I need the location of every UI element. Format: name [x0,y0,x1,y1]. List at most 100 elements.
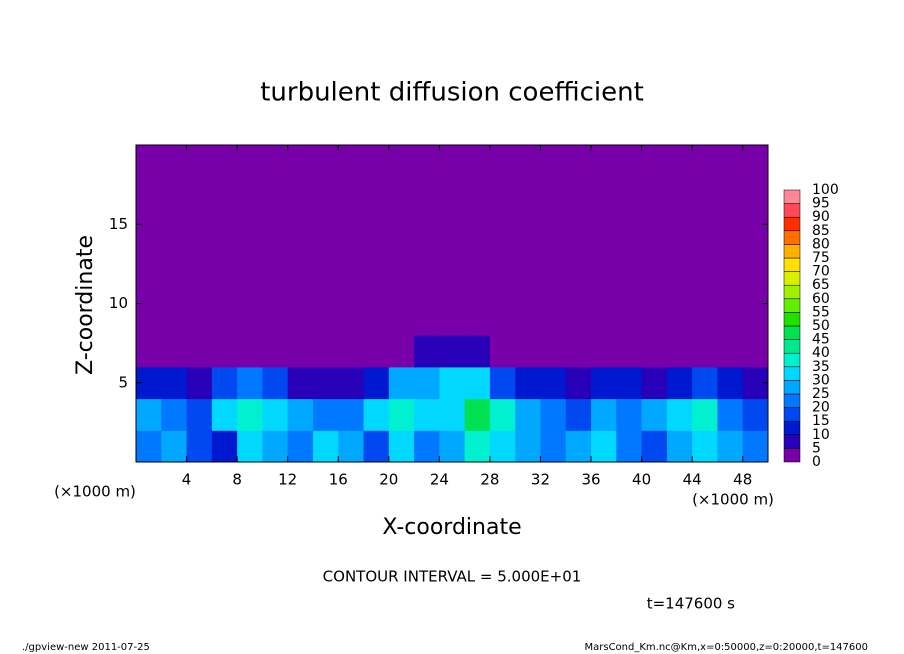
cell [414,366,440,400]
cell [666,176,693,209]
colorbar-swatch [783,271,801,286]
cell [237,430,263,463]
cell [717,335,744,368]
cell [464,303,491,336]
cell [692,335,718,368]
colorbar-label: 60 [812,291,830,307]
cell [742,145,769,178]
cell [136,335,162,368]
cell [211,430,238,463]
colorbar-swatch [783,407,801,422]
x-tick-label: 4 [182,471,192,489]
cell [489,335,516,368]
cell [692,430,718,463]
cell [717,366,744,400]
cell [186,176,213,209]
cell [641,398,668,431]
cell [464,176,491,209]
colorbar-swatch [783,339,801,354]
cell [136,240,162,273]
colorbar-label: 15 [812,413,830,429]
cell [287,398,314,431]
cell [262,271,289,304]
colorbar-swatch [783,325,801,340]
cell [489,303,516,336]
cell [464,271,491,304]
cell [565,303,592,336]
colorbar-label: 80 [812,236,830,252]
cell [388,240,415,273]
cell [388,145,415,178]
cell [262,208,289,241]
cell [666,430,693,463]
cell [515,430,541,463]
cell [489,145,516,178]
cell [414,145,440,178]
cell [338,145,365,178]
cell [338,398,365,431]
cell [439,335,466,368]
cell [464,366,491,400]
cell [641,366,668,400]
cell [489,271,516,304]
cell [363,145,390,178]
cell [692,208,718,241]
x-axis-label: X-coordinate [382,515,521,540]
cell [262,430,289,463]
axes: 4 8 12 16 20 24 28 32 36 40 44 48510150510152025303… [109,144,839,489]
colorbar-label: 95 [812,196,830,212]
cell [591,303,617,336]
y-tick-label: 15 [109,215,128,233]
cell [237,398,263,431]
cell [742,303,769,336]
cell [312,335,339,368]
cell [591,430,617,463]
cell [591,271,617,304]
cell [161,430,188,463]
cell [186,145,213,178]
cell [489,240,516,273]
cell [641,145,668,178]
cell [211,335,238,368]
colorbar-label: 20 [812,400,830,416]
cell [338,366,365,400]
cell [565,398,592,431]
cell [692,176,718,209]
cell [692,240,718,273]
x-tick-label: 44 [683,471,702,489]
x-tick-label: 32 [531,471,550,489]
x-tick-label: 36 [581,471,600,489]
colorbar-label: 100 [812,182,839,198]
contour-interval: CONTOUR INTERVAL = 5.000E+01 [323,568,582,586]
colorbar-swatch [783,393,801,408]
cell [237,335,263,368]
cell [666,398,693,431]
cell [312,208,339,241]
cell [439,430,466,463]
cell [616,240,643,273]
cell [338,176,365,209]
colorbar-swatch [783,189,801,204]
cell [742,430,769,463]
colorbar-label: 5 [812,440,821,456]
cell [211,398,238,431]
colorbar-label: 50 [812,318,830,334]
cell [312,398,339,431]
cell [414,208,440,241]
cell [515,271,541,304]
cell [414,335,440,368]
cell [363,176,390,209]
cell [515,240,541,273]
cell [666,366,693,400]
cell [591,366,617,400]
cell [388,430,415,463]
cell [742,335,769,368]
cell [363,208,390,241]
cell [211,271,238,304]
cell [641,208,668,241]
cell [515,335,541,368]
cell [287,208,314,241]
cell [161,303,188,336]
cell [338,335,365,368]
cell [136,271,162,304]
